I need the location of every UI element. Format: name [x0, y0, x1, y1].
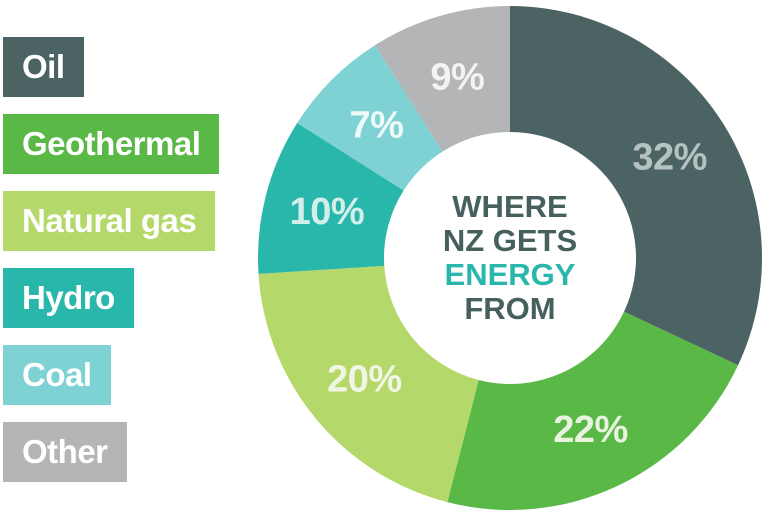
legend-item-coal: Coal [3, 345, 111, 405]
legend-label-hydro: Hydro [22, 279, 115, 316]
legend-item-natural-gas: Natural gas [3, 191, 216, 251]
center-title-line-4: FROM [464, 291, 556, 326]
geothermal-slice [447, 311, 739, 510]
geothermal-percent-label: 22% [553, 409, 628, 451]
legend-item-oil: Oil [3, 37, 84, 97]
chart-center-title: WHERE NZ GETS ENERGY FROM [443, 190, 577, 326]
coal-percent-label: 7% [349, 104, 403, 146]
legend-label-geothermal: Geothermal [22, 125, 201, 162]
natural-gas-percent-label: 20% [327, 359, 402, 401]
other-slice [374, 6, 510, 152]
coal-slice [297, 45, 443, 191]
oil-percent-label: 32% [632, 137, 707, 179]
legend-item-hydro: Hydro [3, 268, 134, 328]
legend-label-other: Other [22, 433, 108, 470]
hydro-percent-label: 10% [290, 191, 365, 233]
center-title-line-3: ENERGY [444, 257, 576, 292]
center-title-line-2: NZ GETS [442, 223, 578, 258]
center-title-line-1: WHERE [452, 189, 568, 224]
legend-item-other: Other [3, 422, 127, 482]
legend-label-coal: Coal [22, 356, 92, 393]
legend: Oil Geothermal Natural gas Hydro Coal Ot… [3, 37, 220, 482]
legend-item-geothermal: Geothermal [3, 114, 220, 174]
legend-label-natural-gas: Natural gas [22, 202, 197, 239]
natural-gas-slice [258, 265, 479, 503]
oil-slice [510, 6, 763, 366]
other-percent-label: 9% [430, 57, 484, 99]
hydro-slice [258, 122, 404, 274]
legend-label-oil: Oil [22, 48, 65, 85]
